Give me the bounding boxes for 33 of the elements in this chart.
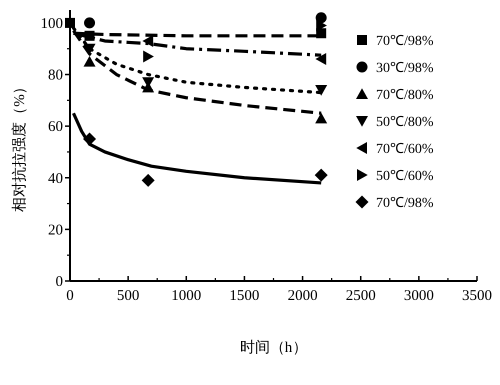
x-tick-label: 1000 [171, 288, 202, 304]
legend-label: 70℃/60% [376, 142, 434, 157]
x-tick-label: 3500 [462, 288, 492, 304]
y-tick-label: 100 [40, 16, 63, 32]
point [315, 85, 328, 96]
x-tick-label: 500 [116, 288, 140, 304]
y-axis-title: 相对抗拉强度（%） [11, 79, 28, 212]
x-axis-title: 时间（h） [240, 339, 308, 356]
point [143, 50, 154, 62]
legend-label: 50℃/60% [376, 169, 434, 184]
legend-label: 70℃/80% [376, 88, 434, 103]
x-tick-label: 2500 [346, 288, 376, 304]
y-tick-label: 40 [48, 170, 63, 187]
point [315, 53, 326, 66]
point [316, 19, 327, 32]
legend-label: 70℃/98% [376, 34, 434, 49]
point [84, 56, 96, 67]
y-tick-label: 80 [48, 68, 63, 84]
y-tick-label: 60 [48, 119, 63, 136]
legend-label: 30℃/98% [376, 61, 434, 76]
x-tick-label: 0 [66, 288, 74, 304]
x-tick-label: 1500 [229, 288, 260, 304]
y-tick-label: 20 [48, 222, 63, 238]
point [65, 18, 75, 28]
legend-label: 50℃/80% [376, 115, 434, 130]
x-tick-label: 2000 [288, 288, 318, 304]
x-tick-label: 3000 [404, 288, 434, 304]
point [84, 17, 96, 28]
y-tick-label: 0 [56, 274, 63, 290]
legend-label: 70℃/98% [376, 196, 434, 211]
point [314, 168, 328, 182]
point [315, 112, 328, 124]
point [142, 174, 155, 187]
